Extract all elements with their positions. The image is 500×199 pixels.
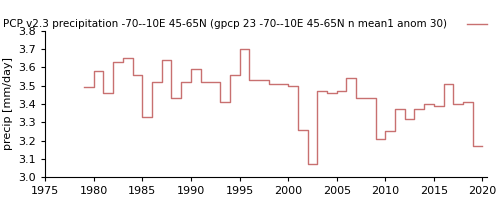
- Text: PCP v2.3 precipitation -70--10E 45-65N (gpcp 23 -70--10E 45-65N n mean1 anom 30): PCP v2.3 precipitation -70--10E 45-65N (…: [2, 19, 446, 29]
- Y-axis label: precip [mm/day]: precip [mm/day]: [3, 58, 13, 150]
